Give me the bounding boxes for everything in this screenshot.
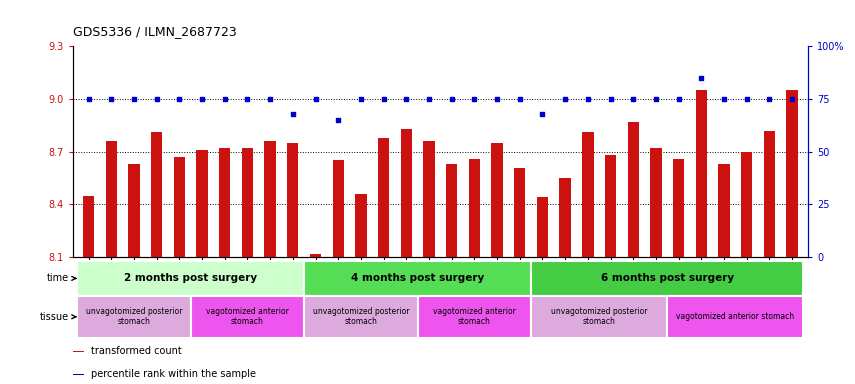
Point <box>82 96 96 102</box>
Bar <box>446 164 457 257</box>
Text: transformed count: transformed count <box>91 346 182 356</box>
Bar <box>651 148 662 257</box>
Point <box>195 96 209 102</box>
Bar <box>718 164 729 257</box>
Text: 6 months post surgery: 6 months post surgery <box>601 273 734 283</box>
Text: GDS5336 / ILMN_2687723: GDS5336 / ILMN_2687723 <box>73 25 237 38</box>
Bar <box>537 197 548 257</box>
Bar <box>582 132 593 257</box>
Bar <box>401 129 412 257</box>
Point <box>672 96 686 102</box>
Bar <box>174 157 185 257</box>
Bar <box>604 155 616 257</box>
Bar <box>355 194 367 257</box>
Text: 2 months post surgery: 2 months post surgery <box>124 273 257 283</box>
Bar <box>83 196 94 257</box>
Bar <box>73 374 84 375</box>
Bar <box>628 122 639 257</box>
Bar <box>242 148 253 257</box>
Point <box>535 111 549 117</box>
Point <box>422 96 436 102</box>
Bar <box>764 131 775 257</box>
Point <box>354 96 368 102</box>
Bar <box>287 143 298 257</box>
Point <box>263 96 277 102</box>
Point <box>604 96 617 102</box>
Text: vagotomized anterior
stomach: vagotomized anterior stomach <box>206 307 289 326</box>
Point <box>649 96 663 102</box>
Point <box>694 74 708 81</box>
Bar <box>219 148 230 257</box>
Point <box>240 96 254 102</box>
Point <box>627 96 640 102</box>
Point <box>763 96 776 102</box>
Point <box>558 96 572 102</box>
Text: vagotomized anterior
stomach: vagotomized anterior stomach <box>433 307 516 326</box>
Bar <box>696 90 707 257</box>
Text: unvagotomized posterior
stomach: unvagotomized posterior stomach <box>86 307 182 326</box>
Point <box>309 96 322 102</box>
Point <box>104 96 118 102</box>
Text: percentile rank within the sample: percentile rank within the sample <box>91 369 256 379</box>
Bar <box>492 143 503 257</box>
Bar <box>559 178 571 257</box>
Bar <box>673 159 684 257</box>
Bar <box>333 161 344 257</box>
Bar <box>77 296 191 338</box>
Bar <box>667 296 804 338</box>
Bar <box>514 167 526 257</box>
Bar <box>264 141 276 257</box>
Point <box>173 96 186 102</box>
Bar <box>378 137 389 257</box>
Point <box>513 96 527 102</box>
Point <box>490 96 504 102</box>
Text: time: time <box>46 273 68 283</box>
Bar <box>423 141 434 257</box>
Point <box>785 96 799 102</box>
Bar <box>151 132 162 257</box>
Bar <box>310 254 321 257</box>
Bar <box>128 164 139 257</box>
Bar <box>531 296 667 338</box>
Point <box>468 96 481 102</box>
Bar <box>73 351 84 352</box>
Text: 4 months post surgery: 4 months post surgery <box>351 273 484 283</box>
Bar <box>787 90 798 257</box>
Text: unvagotomized posterior
stomach: unvagotomized posterior stomach <box>313 307 410 326</box>
Point <box>717 96 731 102</box>
Bar <box>741 152 752 257</box>
Bar <box>531 261 804 296</box>
Text: unvagotomized posterior
stomach: unvagotomized posterior stomach <box>551 307 647 326</box>
Point <box>445 96 458 102</box>
Text: tissue: tissue <box>39 312 68 322</box>
Bar <box>304 261 531 296</box>
Bar <box>417 296 531 338</box>
Point <box>218 96 232 102</box>
Bar <box>469 159 480 257</box>
Bar <box>304 296 417 338</box>
Bar <box>105 141 117 257</box>
Point <box>581 96 595 102</box>
Point <box>332 117 345 123</box>
Point <box>150 96 163 102</box>
Bar <box>77 261 304 296</box>
Text: vagotomized anterior stomach: vagotomized anterior stomach <box>676 312 794 321</box>
Bar <box>197 150 208 257</box>
Point <box>286 111 299 117</box>
Point <box>399 96 413 102</box>
Point <box>377 96 391 102</box>
Bar <box>191 296 304 338</box>
Point <box>127 96 141 102</box>
Point <box>740 96 753 102</box>
